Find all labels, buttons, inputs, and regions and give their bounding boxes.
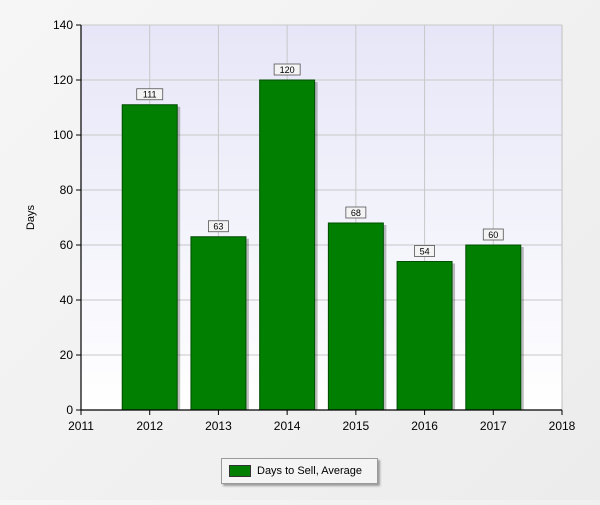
data-label: 111 <box>143 90 157 100</box>
data-label-box <box>208 220 229 233</box>
x-tick-label: 2014 <box>274 419 301 433</box>
bar <box>465 244 522 411</box>
x-tick-label: 2015 <box>343 419 370 433</box>
legend-label: Days to Sell, Average <box>257 465 362 477</box>
y-tick-label: 20 <box>60 348 74 362</box>
y-tick-label: 40 <box>60 293 74 307</box>
data-label: 60 <box>488 230 498 240</box>
y-tick-label: 60 <box>60 238 74 252</box>
x-tick-label: 2011 <box>68 419 94 433</box>
y-tick-label: 100 <box>53 128 73 142</box>
y-tick-label: 140 <box>53 18 73 32</box>
bar <box>259 79 316 411</box>
data-label: 120 <box>280 65 295 75</box>
data-label: 63 <box>213 222 223 232</box>
data-label-box <box>136 88 164 101</box>
y-tick-label: 80 <box>60 183 74 197</box>
x-tick-label: 2012 <box>136 419 163 433</box>
legend-swatch <box>229 465 251 477</box>
data-label-box <box>414 245 435 257</box>
x-tick-label: 2018 <box>549 419 576 433</box>
legend: Days to Sell, Average <box>221 458 378 484</box>
data-label-box <box>482 228 504 241</box>
bar <box>396 261 453 411</box>
bar <box>121 104 178 411</box>
x-tick-label: 2013 <box>205 419 232 433</box>
x-tick-label: 2016 <box>411 419 438 433</box>
y-tick-label: 120 <box>53 73 73 87</box>
y-axis-title: Days <box>25 204 37 230</box>
data-label-box <box>345 206 367 219</box>
data-label: 68 <box>351 208 361 218</box>
y-tick-label: 0 <box>66 403 73 417</box>
x-tick-label: 2017 <box>480 419 507 433</box>
data-label: 54 <box>420 246 430 256</box>
data-label-box <box>273 63 301 76</box>
bar <box>190 236 247 411</box>
bar <box>327 222 384 411</box>
